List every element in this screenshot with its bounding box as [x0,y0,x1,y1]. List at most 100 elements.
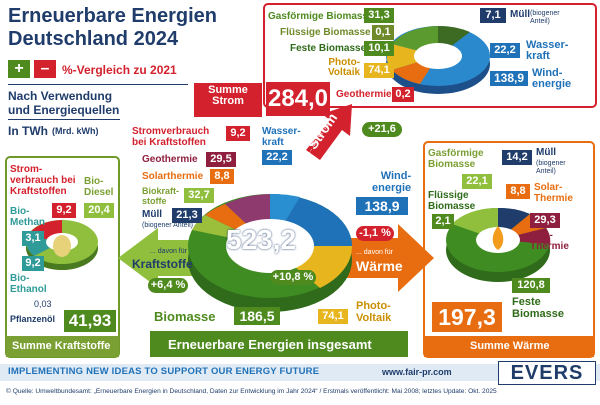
kraft-diesel-value: 20,4 [84,203,114,218]
legend-text: %-Vergleich zu 2021 [62,63,177,77]
waerme-geo-line1: Geo- [530,230,553,241]
footer-slogan: IMPLEMENTING NEW IDEAS TO SUPPORT OUR EN… [8,366,320,377]
center-wasser-line2: kraft [262,137,284,148]
center-wasser-line1: Wasser- [262,126,301,137]
center-biokraft-value: 32,7 [184,188,214,203]
strom-gas-value: 31,3 [364,8,394,23]
strom-pv-value: 74,1 [364,63,394,78]
waerme-muell-note2: Anteil) [536,168,556,175]
strom-muell-note2: Anteil) [530,18,550,25]
center-wasser-label: Wasser- kraft [262,126,301,148]
unit-main: In TWh [8,124,48,138]
kraft-methan-line1: Bio- [10,206,30,217]
center-strverbr-line1: Stromverbrauch [132,126,210,137]
strom-wasser-value: 22,2 [490,43,520,58]
arrow-kraft-davon: ... davon für [150,248,187,255]
center-footer-bar [150,331,408,357]
center-wind-line1: Wind- [380,170,412,182]
kraft-diesel-label: Bio- Diesel [84,176,113,198]
center-muell-note: (biogener Anteil) [142,222,193,229]
arrow-waerme-davon: ... davon für [356,249,393,256]
center-wasser-value: 22,2 [262,150,292,165]
kraft-oel-value: 0,03 [34,299,52,309]
center-change: +10,8 % [270,270,316,285]
kraft-summe-label: Summe Kraftstoffe [12,340,111,352]
kraft-methan-label: Bio- Methan [10,206,45,228]
strom-wind-line1: Wind- [532,67,563,79]
waerme-gas-value: 22,1 [462,174,492,189]
kraft-ethanol-label: Bio- Ethanol [10,273,47,295]
subtitle-line2: und Energiequellen [8,103,120,117]
waerme-muell-label: Müll [536,147,556,158]
strom-wasser-line2: kraft [526,50,550,62]
unit-sub: (Mrd. kWh) [52,126,99,136]
strom-wasser-label: Wasser- kraft [526,40,568,62]
kraft-summe-value: 41,93 [64,310,116,332]
center-strverbr-line2: bei Kraftstoffen [132,137,206,148]
waerme-geo-value: 29,3 [530,213,560,228]
kraftstoffe-footer-bar [6,336,119,357]
footer-url[interactable]: www.fair-pr.com [382,367,452,377]
center-pv-line1: Photo- [356,300,391,312]
kraft-strverbr-line2: verbrauch bei [10,175,76,186]
kraft-oel-label: Pflanzenöl [10,314,56,324]
subtitle-line1: Nach Verwendung [8,89,113,103]
strom-muell-note: (biogener Anteil) [530,10,560,26]
waerme-muell-note: (biogener Anteil) [536,160,566,176]
center-wind-line2: energie [372,182,412,194]
arrow-waerme [340,224,434,292]
arrow-kraft-change: +6,4 % [148,278,188,293]
waerme-muell-value: 14,2 [502,150,532,165]
center-biokraft-label: Biokraft- stoffe [142,186,179,206]
strom-summe-value: 284,0 [266,82,330,116]
arrow-kraftstoffe [118,228,210,288]
waerme-fest-value: 120,8 [512,278,550,293]
strom-pv-label: Photo- Voltaik [328,58,360,78]
kraft-strverbr-line1: Strom- [10,164,43,175]
strom-muell-note1: (biogener [530,10,560,17]
kraft-strverbr-value: 9,2 [52,203,76,218]
strom-gas-label: Gasförmige Biomasse [268,11,374,22]
center-total: 523,2 [226,224,297,255]
center-pv-line2: Voltaik [356,312,392,324]
waerme-solar-line1: Solar- [534,182,563,193]
strom-summe-line2: Strom [212,95,244,107]
waerme-geo-label: Geo- Thermie [530,230,569,252]
arrow-waerme-change: -1,1 % [356,226,394,241]
center-biomasse-value: 186,5 [234,307,280,325]
strom-fest-label: Feste Biomasse [290,43,367,54]
title-line2: Deutschland 2024 [8,28,179,50]
waerme-geo-line2: Thermie [530,241,569,252]
waerme-summe-value: 197,3 [432,302,502,332]
waerme-fest-label: Feste Biomasse [512,296,564,320]
strom-donut [386,25,490,94]
waerme-summe-label: Summe Wärme [470,340,550,352]
kraft-ethanol-line1: Bio- [10,273,30,284]
strom-muell-label: Müll [510,9,530,20]
waerme-fluessig-label: Flüssige Biomasse [428,190,475,212]
waerme-solar-label: Solar- Thermie [534,182,573,204]
kraft-strverbr-label: Strom- verbrauch bei Kraftstoffen [10,164,76,197]
arrow-strom [306,104,352,160]
waerme-donut [446,207,551,282]
strom-fluessig-label: Flüssige Biomasse [280,27,371,38]
waerme-fluessig-line2: Biomasse [428,201,476,212]
evers-logo: EVERS [498,361,596,385]
center-geo-value: 29,5 [206,152,236,167]
kraftstoffe-donut [26,220,98,270]
center-solar-label: Solarthermie [142,171,204,182]
waerme-fest-line1: Feste [512,296,541,308]
kraft-ethanol-line2: Ethanol [10,284,47,295]
footer-source: © Quelle: Umweltbundesamt: „Erneuerbare … [6,388,497,395]
strom-pv-line2: Voltaik [328,67,361,78]
waerme-solar-line2: Thermie [534,193,573,204]
legend-minus-badge: – [34,60,56,78]
waerme-gas-label: Gasförmige Biomasse [428,148,484,170]
center-biomasse-label: Biomasse [154,309,216,324]
kraft-diesel-line1: Bio- [84,176,104,187]
strom-fluessig-value: 0,1 [372,25,394,40]
center-wind-label: Wind- energie [372,170,411,194]
arrow-strom-change: +21,6 % [362,122,402,150]
waerme-footer-bar [424,336,594,357]
center-muell-label: Müll [142,209,162,220]
